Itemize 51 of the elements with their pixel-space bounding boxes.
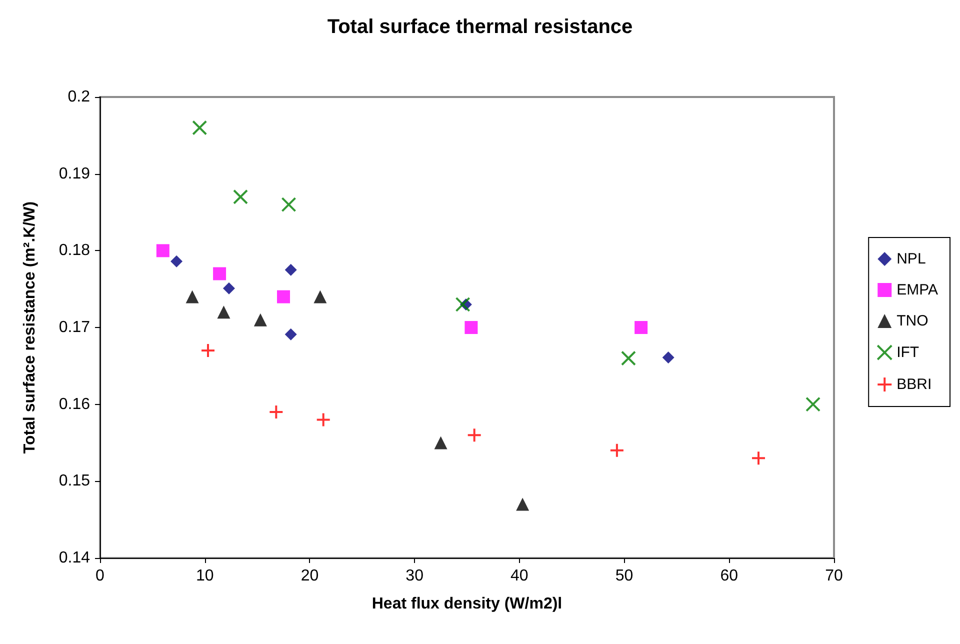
point: [254, 313, 267, 326]
point: [455, 296, 470, 312]
point: [806, 396, 821, 412]
chart-title: Total surface thermal resistance: [327, 16, 633, 38]
point: [751, 450, 766, 466]
point: [192, 120, 208, 136]
legend-label: EMPA: [896, 282, 938, 298]
x-tick-label: 40: [510, 568, 528, 584]
point: [434, 436, 448, 450]
point: [466, 428, 482, 443]
x-tick-label: 30: [406, 568, 424, 584]
point: [268, 404, 284, 420]
y-tick-label: 0.17: [58, 319, 90, 336]
point: [620, 350, 636, 366]
legend-label: IFT: [896, 344, 920, 361]
point: [200, 343, 216, 358]
legend-label: BBRI: [896, 376, 932, 393]
point: [170, 255, 183, 268]
point: [516, 498, 530, 511]
y-tick-label: 0.18: [58, 242, 90, 260]
y-tick-label: 0.2: [68, 88, 90, 106]
point: [316, 412, 331, 428]
y-tick-label: 0.19: [58, 165, 90, 182]
y-tick-label: 0.16: [58, 396, 90, 413]
y-axis-title: Total surface resistance (m².K/W): [22, 201, 38, 454]
point: [213, 267, 226, 280]
point: [217, 306, 230, 319]
legend-label: NPL: [896, 250, 926, 268]
x-tick-label: 0: [96, 568, 105, 584]
y-tick-label: 0.15: [58, 472, 90, 490]
x-tick-label: 10: [196, 568, 214, 584]
point: [464, 321, 478, 334]
x-tick-label: 70: [825, 568, 843, 584]
x-tick-label: 60: [720, 568, 738, 584]
x-tick-label: 50: [615, 568, 634, 584]
point: [609, 442, 624, 458]
point: [314, 290, 327, 304]
x-tick-label: 20: [300, 568, 319, 584]
point: [281, 197, 296, 212]
point: [662, 351, 674, 364]
x-axis-title: Heat flux density (W/m2)l: [372, 596, 562, 612]
point: [186, 290, 199, 304]
point: [634, 321, 648, 334]
point: [156, 244, 170, 258]
legend-label: TNO: [896, 312, 928, 330]
point: [284, 328, 297, 340]
point: [284, 264, 297, 276]
y-tick-label: 0.14: [58, 550, 90, 566]
point: [222, 282, 235, 294]
point: [233, 189, 248, 204]
point: [277, 290, 290, 304]
